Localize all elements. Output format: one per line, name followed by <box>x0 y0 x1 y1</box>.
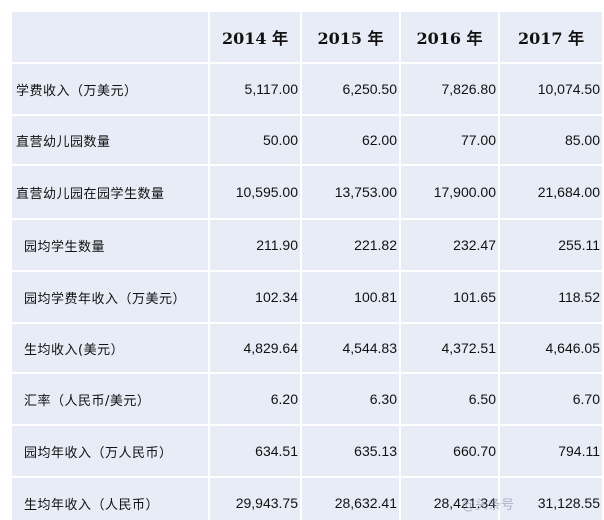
table-cell: 635.13 <box>302 426 399 476</box>
table-cell: 100.81 <box>302 272 399 322</box>
table-cell: 85.00 <box>500 116 602 164</box>
table-row: 园均年收入（万人民币） 634.51 635.13 660.70 794.11 <box>12 426 602 476</box>
table-cell: 211.90 <box>210 220 300 270</box>
header-row: 2014 年 2015 年 2016 年 2017 年 <box>12 12 602 62</box>
data-table: 2014 年 2015 年 2016 年 2017 年 学费收入（万美元） 5,… <box>10 10 602 520</box>
row-label: 直营幼儿园数量 <box>12 116 208 164</box>
table-cell: 255.11 <box>500 220 602 270</box>
table-cell: 62.00 <box>302 116 399 164</box>
table-row: 园均学费年收入（万美元） 102.34 100.81 101.65 118.52 <box>12 272 602 322</box>
row-label: 园均学费年收入（万美元） <box>12 272 208 322</box>
table-cell: 4,829.64 <box>210 324 300 372</box>
table-cell: 31,128.55 <box>500 478 602 520</box>
row-label: 生均年收入（人民币） <box>12 478 208 520</box>
table-cell: 6,250.50 <box>302 64 399 114</box>
table-cell: 6.50 <box>401 374 498 424</box>
table-cell: 4,372.51 <box>401 324 498 372</box>
row-label: 汇率（人民币/美元） <box>12 374 208 424</box>
table-row: 生均收入(美元） 4,829.64 4,544.83 4,372.51 4,64… <box>12 324 602 372</box>
table-row: 园均学生数量 211.90 221.82 232.47 255.11 <box>12 220 602 270</box>
table-cell: 17,900.00 <box>401 166 498 218</box>
table-cell: 6.20 <box>210 374 300 424</box>
table-cell: 29,943.75 <box>210 478 300 520</box>
row-label: 学费收入（万美元） <box>12 64 208 114</box>
header-year-2016: 2016 年 <box>401 12 498 62</box>
table-cell: 634.51 <box>210 426 300 476</box>
table-row: 学费收入（万美元） 5,117.00 6,250.50 7,826.80 10,… <box>12 64 602 114</box>
table-cell: 13,753.00 <box>302 166 399 218</box>
table-cell: 50.00 <box>210 116 300 164</box>
table-cell: 28,421.34 <box>401 478 498 520</box>
table-cell: 660.70 <box>401 426 498 476</box>
header-year-2014: 2014 年 <box>210 12 300 62</box>
row-label: 园均学生数量 <box>12 220 208 270</box>
table-cell: 6.30 <box>302 374 399 424</box>
table-cell: 21,684.00 <box>500 166 602 218</box>
table-cell: 6.70 <box>500 374 602 424</box>
table-row: 生均年收入（人民币） 29,943.75 28,632.41 28,421.34… <box>12 478 602 520</box>
header-year-2017: 2017 年 <box>500 12 602 62</box>
row-label: 园均年收入（万人民币） <box>12 426 208 476</box>
table-cell: 10,595.00 <box>210 166 300 218</box>
table-cell: 7,826.80 <box>401 64 498 114</box>
table-row: 汇率（人民币/美元） 6.20 6.30 6.50 6.70 <box>12 374 602 424</box>
table-cell: 5,117.00 <box>210 64 300 114</box>
header-year-2015: 2015 年 <box>302 12 399 62</box>
table-row: 直营幼儿园数量 50.00 62.00 77.00 85.00 <box>12 116 602 164</box>
table-cell: 4,544.83 <box>302 324 399 372</box>
table-cell: 221.82 <box>302 220 399 270</box>
table-cell: 77.00 <box>401 116 498 164</box>
table-row: 直营幼儿园在园学生数量 10,595.00 13,753.00 17,900.0… <box>12 166 602 218</box>
row-label: 生均收入(美元） <box>12 324 208 372</box>
table-cell: 10,074.50 <box>500 64 602 114</box>
watermark-text: @头条号 <box>462 498 515 513</box>
table-cell: 118.52 <box>500 272 602 322</box>
table-cell: 4,646.05 <box>500 324 602 372</box>
row-label: 直营幼儿园在园学生数量 <box>12 166 208 218</box>
table-cell: 101.65 <box>401 272 498 322</box>
data-table-container: 2014 年 2015 年 2016 年 2017 年 学费收入（万美元） 5,… <box>10 10 602 520</box>
table-cell: 794.11 <box>500 426 602 476</box>
header-corner-cell <box>12 12 208 62</box>
table-cell: 232.47 <box>401 220 498 270</box>
table-cell: 28,632.41 <box>302 478 399 520</box>
table-cell: 102.34 <box>210 272 300 322</box>
